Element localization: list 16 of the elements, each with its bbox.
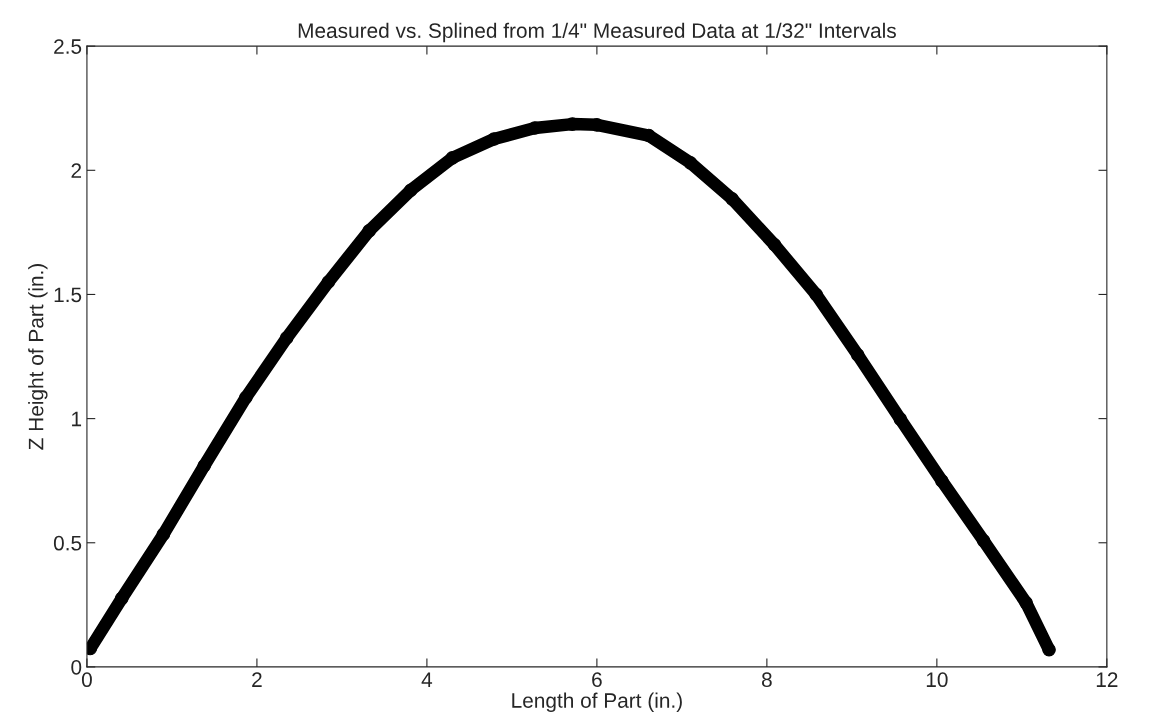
y-tick-label: 0.5 [53, 535, 82, 551]
y-tick-label: 1.5 [54, 287, 82, 303]
y-tick-label: 0 [71, 659, 82, 675]
x-tick-label: 8 [761, 672, 772, 688]
x-axis-title: Length of Part (in.) [512, 692, 682, 713]
y-tick-label: 1 [72, 411, 82, 427]
y-axis-title: Z Height of Part (in.) [28, 264, 48, 450]
x-tick-label: 6 [592, 672, 602, 688]
chart-title: Measured vs. Splined from 1/4" Measured Data at 1/32" Intervals [298, 22, 896, 43]
x-tick-label: 0 [81, 672, 92, 688]
x-tick-label: 4 [421, 672, 433, 687]
x-tick-label: 10 [926, 672, 948, 688]
y-tick-label: 2.5 [54, 39, 82, 54]
y-tick-label: 2 [71, 163, 82, 178]
x-tick-label: 2 [252, 672, 262, 687]
x-tick-label: 12 [1096, 672, 1118, 687]
